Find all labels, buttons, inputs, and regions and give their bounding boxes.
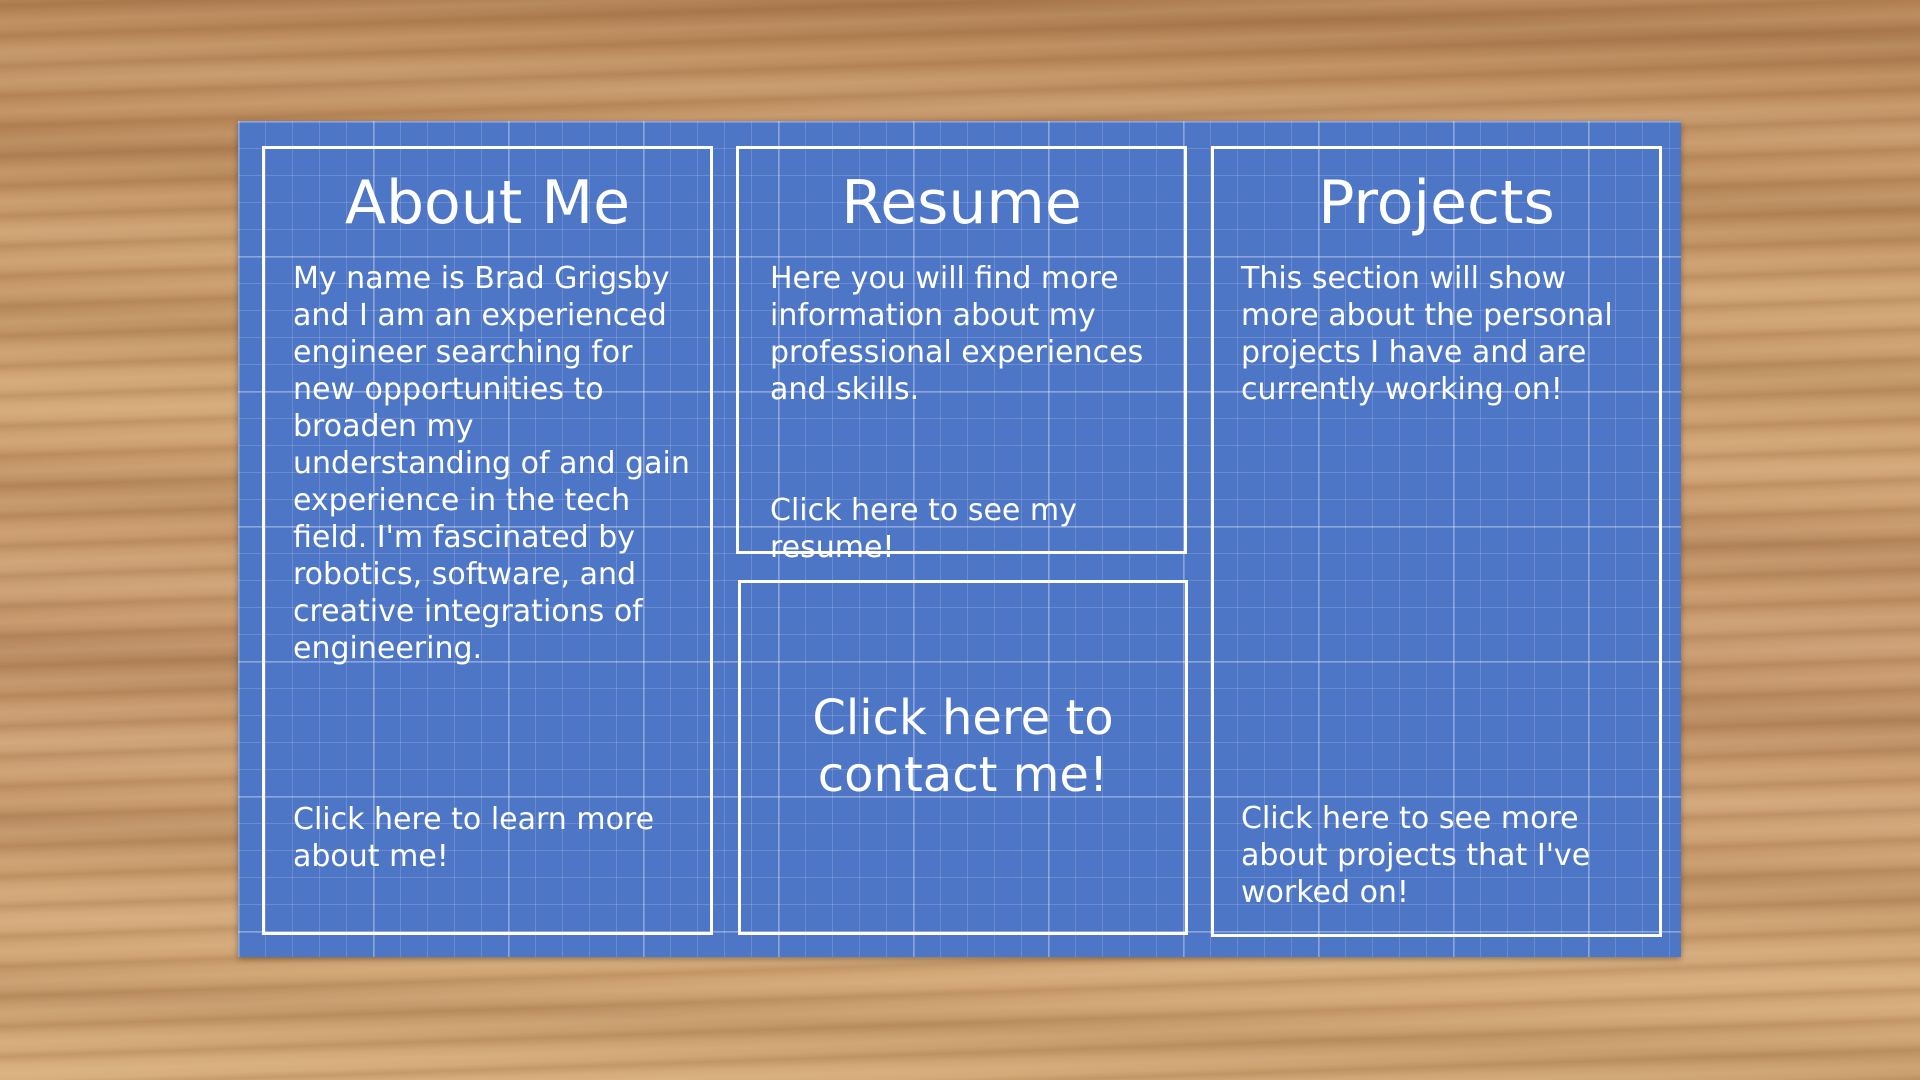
contact-link[interactable]: Click here to contact me! — [812, 690, 1114, 803]
blueprint-board: About Me My name is Brad Grigsby and I a… — [238, 121, 1681, 957]
resume-description: Here you will find more information abou… — [770, 261, 1144, 407]
projects-panel[interactable]: Projects This section will show more abo… — [1211, 146, 1662, 937]
resume-panel[interactable]: Resume Here you will find more informati… — [736, 146, 1187, 565]
contact-panel[interactable]: Click here to contact me! — [738, 580, 1188, 935]
projects-description: This section will show more about the pe… — [1241, 261, 1613, 407]
projects-link[interactable]: Click here to see more about projects th… — [1241, 801, 1591, 910]
resume-link[interactable]: Click here to see my resume! — [770, 493, 1077, 565]
resume-title: Resume — [841, 168, 1082, 238]
about-title: About Me — [344, 168, 631, 238]
about-panel[interactable]: About Me My name is Brad Grigsby and I a… — [262, 146, 713, 935]
about-description: My name is Brad Grigsby and I am an expe… — [293, 261, 690, 666]
about-link[interactable]: Click here to learn more about me! — [293, 802, 655, 874]
projects-title: Projects — [1318, 168, 1555, 238]
